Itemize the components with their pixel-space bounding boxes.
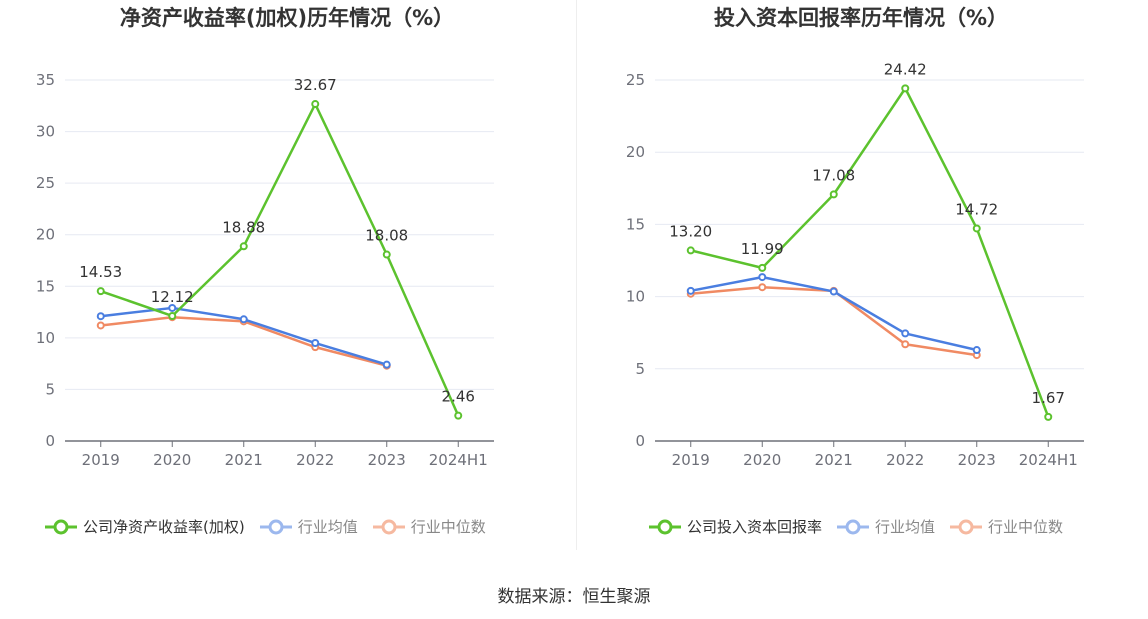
right-y-tick-label: 0: [635, 432, 645, 450]
left-x-tick-label: 2020: [153, 451, 191, 469]
left-series-point-0: [382, 250, 391, 259]
left-y-tick-label: 10: [36, 329, 55, 347]
left-x-tick-label: 2024H1: [429, 451, 488, 469]
right-data-label: 13.20: [669, 222, 712, 240]
panel-divider: [576, 0, 577, 550]
legend-blue-line-icon: [259, 519, 292, 534]
left-series-point-2: [96, 321, 105, 330]
legend-orange-line-icon: [950, 519, 983, 534]
right-y-tick-label: 5: [635, 360, 645, 378]
left-data-label: 32.67: [294, 76, 337, 94]
right-series-point-0: [758, 263, 767, 272]
right-x-tick-label: 2022: [886, 451, 924, 469]
left-chart-legend: 公司净资产收益率(加权) 行业均值 行业中位数: [44, 516, 500, 537]
right-data-label: 24.42: [884, 60, 927, 78]
left-x-tick-label: 2021: [225, 451, 263, 469]
left-data-label: 12.12: [151, 288, 194, 306]
right-series-point-0: [972, 224, 981, 233]
right-chart-title: 投入资本回报率历年情况（%）: [713, 6, 1009, 30]
left-series-point-1: [239, 315, 248, 324]
data-source-note: 数据来源：恒生聚源: [497, 587, 651, 607]
left-x-tick-label: 2022: [296, 451, 334, 469]
right-data-label: 17.08: [812, 166, 855, 184]
right-series-point-1: [686, 286, 695, 295]
left-y-tick-label: 0: [45, 432, 55, 450]
left-data-label: 18.08: [365, 227, 408, 245]
legend-label: 公司投入资本回报率: [687, 518, 823, 536]
left-y-tick-label: 20: [36, 226, 55, 244]
legend-item-industry-median[interactable]: 行业中位数: [949, 516, 1063, 537]
legend-item-company-roe[interactable]: 公司净资产收益率(加权): [44, 516, 245, 537]
right-chart-plot: 0 5 10 15 20 25 2019 2020 2021 2022 2023 2024H1 13.2…: [626, 60, 1084, 469]
left-series-point-1: [382, 360, 391, 369]
left-y-tick-label: 30: [36, 123, 55, 141]
left-data-label: 14.53: [79, 263, 122, 281]
right-data-label: 1.67: [1032, 389, 1065, 407]
right-series-point-1: [972, 346, 981, 355]
right-y-tick-label: 15: [626, 215, 645, 233]
left-data-label: 2.46: [442, 388, 475, 406]
right-y-tick-label: 25: [626, 71, 645, 89]
legend-label: 行业中位数: [410, 518, 486, 536]
right-series-line-2: [690, 285, 977, 357]
left-y-tick-label: 35: [36, 71, 55, 89]
right-series-point-1: [829, 287, 838, 296]
left-series-point-0: [311, 100, 320, 109]
left-series-line-0: [100, 102, 460, 417]
right-x-tick-label: 2020: [743, 451, 781, 469]
right-series-point-0: [901, 84, 910, 93]
right-series-point-2: [901, 340, 910, 349]
left-series-point-0: [96, 287, 105, 296]
legend-item-company-roic[interactable]: 公司投入资本回报率: [648, 516, 822, 537]
left-series-point-0: [239, 242, 248, 251]
left-series-point-1: [311, 339, 320, 348]
right-x-tick-label: 2024H1: [1019, 451, 1078, 469]
right-series-point-1: [901, 329, 910, 338]
right-series-line-0: [690, 87, 1050, 418]
right-series-point-0: [686, 246, 695, 255]
right-data-label: 14.72: [955, 200, 998, 218]
left-series-point-0: [454, 411, 463, 420]
legend-orange-line-icon: [372, 519, 405, 534]
left-x-tick-label: 2023: [368, 451, 406, 469]
right-x-tick-label: 2021: [815, 451, 853, 469]
legend-label: 行业均值: [875, 518, 936, 536]
right-x-tick-label: 2023: [958, 451, 996, 469]
right-chart-legend: 公司投入资本回报率 行业均值 行业中位数: [648, 516, 1077, 537]
legend-green-line-icon: [45, 519, 77, 534]
right-series-point-0: [1044, 412, 1053, 421]
left-x-tick-label: 2019: [82, 451, 120, 469]
legend-item-industry-avg[interactable]: 行业均值: [259, 516, 358, 537]
left-series-point-1: [168, 303, 177, 312]
left-chart-title: 净资产收益率(加权)历年情况（%）: [119, 6, 455, 30]
legend-item-industry-avg[interactable]: 行业均值: [836, 516, 935, 537]
left-y-tick-label: 5: [45, 380, 55, 398]
right-x-tick-label: 2019: [672, 451, 710, 469]
legend-label: 公司净资产收益率(加权): [83, 518, 245, 536]
left-y-tick-label: 25: [36, 174, 55, 192]
legend-label: 行业中位数: [988, 518, 1064, 536]
left-chart-plot: 0 5 10 15 20 25 30 35 2019 2020 2021 2022 2023 2024H1…: [36, 71, 494, 469]
right-series-point-2: [758, 283, 767, 292]
legend-item-industry-median[interactable]: 行业中位数: [372, 516, 486, 537]
left-y-tick-label: 15: [36, 277, 55, 295]
right-data-label: 11.99: [741, 240, 784, 258]
left-series-point-0: [168, 311, 177, 320]
right-y-tick-label: 10: [626, 288, 645, 306]
legend-green-line-icon: [649, 519, 681, 534]
right-y-tick-label: 20: [626, 143, 645, 161]
right-series-point-1: [758, 273, 767, 282]
left-series-point-1: [96, 312, 105, 321]
right-series-point-0: [829, 190, 838, 199]
legend-label: 行业均值: [297, 518, 358, 536]
legend-blue-line-icon: [837, 519, 870, 534]
left-data-label: 18.88: [222, 218, 265, 236]
